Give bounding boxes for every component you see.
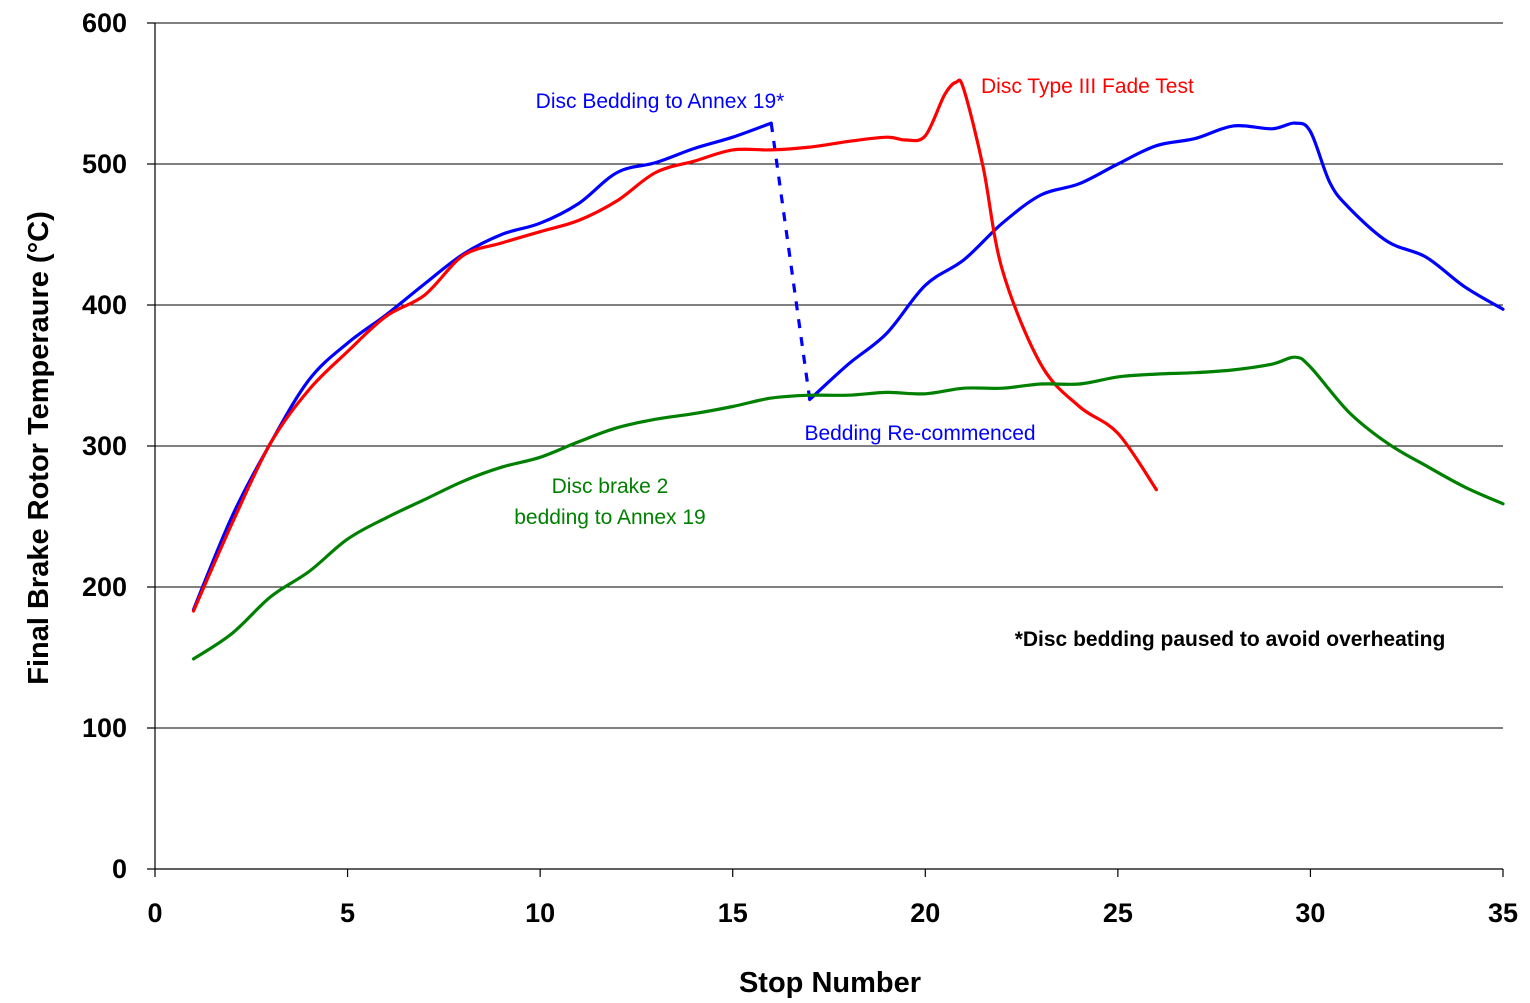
y-tick-label-200: 200 [82, 572, 127, 602]
series-line-2 [808, 121, 1505, 402]
x-tick-label-5: 5 [340, 898, 355, 928]
y-tick-label-100: 100 [82, 713, 127, 743]
x-tick-label-15: 15 [718, 898, 748, 928]
series-line-3 [191, 78, 1158, 613]
x-tick-label-20: 20 [910, 898, 940, 928]
annotation-disc-bedding: Disc Bedding to Annex 19* [536, 90, 785, 113]
grid-layer [155, 22, 1503, 729]
x-axis-title: Stop Number [739, 967, 921, 999]
x-tick-label-0: 0 [147, 898, 162, 928]
y-tick-label-500: 500 [82, 149, 127, 179]
y-tick-label-300: 300 [82, 431, 127, 461]
y-tick-label-600: 600 [82, 8, 127, 38]
annotation-disc-brake-2-line1: Disc brake 2 [552, 475, 669, 498]
y-axis-title: Final Brake Rotor Temperaure (°C) [23, 211, 55, 685]
x-tick-label-10: 10 [525, 898, 555, 928]
annotation-bedding-recommenced: Bedding Re-commenced [804, 422, 1035, 445]
x-tick-label-35: 35 [1488, 898, 1518, 928]
annotation-fade-test: Disc Type III Fade Test [981, 75, 1194, 98]
series-line-1 [769, 122, 812, 400]
annotation-footnote: *Disc bedding paused to avoid overheatin… [1015, 628, 1446, 651]
x-tick-label-30: 30 [1295, 898, 1325, 928]
series-line-0 [191, 121, 773, 612]
annotation-disc-brake-2-line2: bedding to Annex 19 [514, 506, 706, 529]
y-tick-label-0: 0 [112, 854, 127, 884]
y-tick-label-400: 400 [82, 290, 127, 320]
series-layer [191, 78, 1505, 661]
axis-layer: 0 100 200 300 400 500 600 0 5 10 15 20 25 30 35 [82, 8, 1518, 928]
x-tick-label-25: 25 [1103, 898, 1133, 928]
series-line-4 [191, 355, 1505, 661]
